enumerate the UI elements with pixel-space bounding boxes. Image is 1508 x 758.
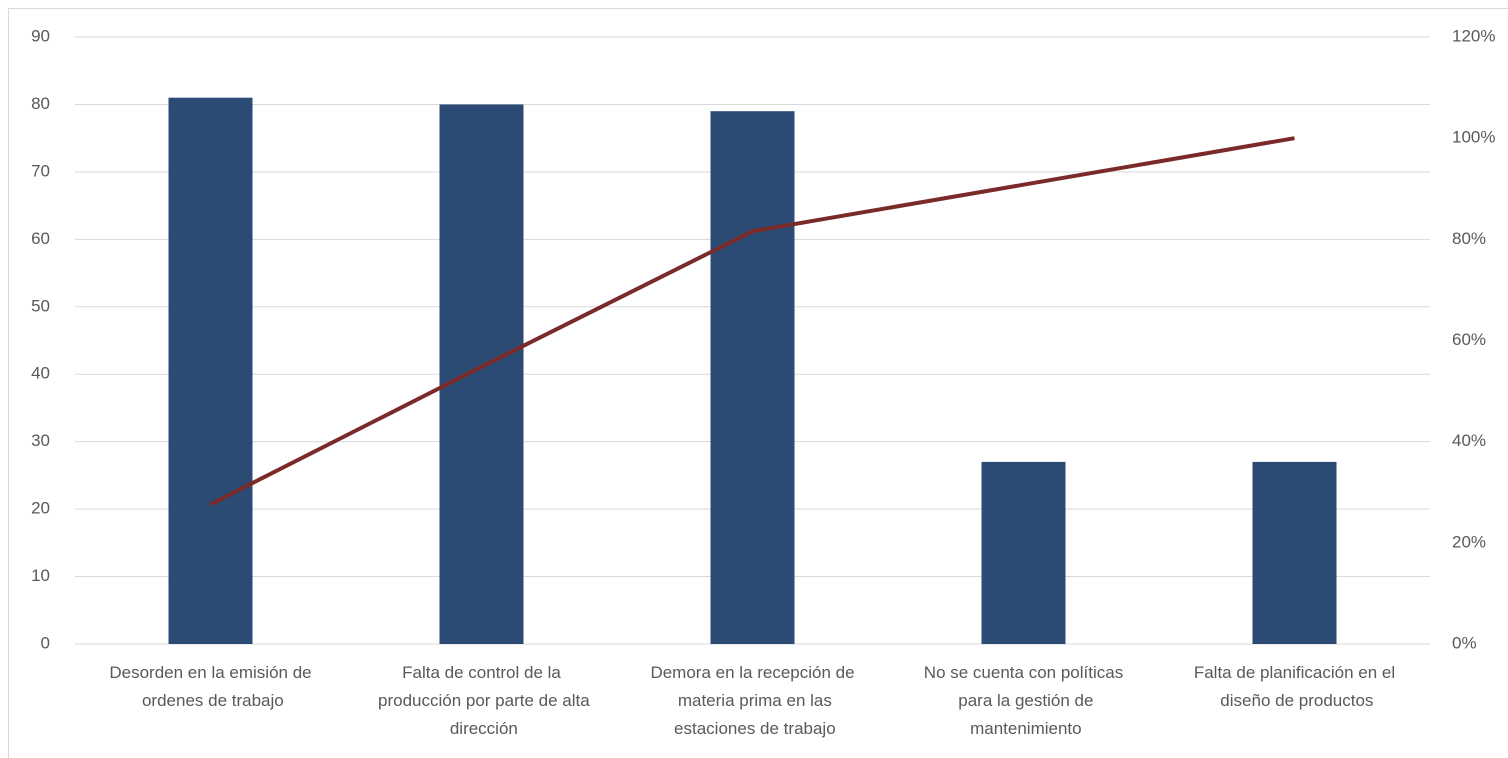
x-tick-label: Demora en la recepción de materia prima … [650,663,854,738]
y-tick-label: 0 [41,633,50,652]
y-tick-label: 50 [31,296,50,315]
y-tick-label: 40 [31,364,50,383]
bar [981,461,1066,644]
y-tick-label: 10 [31,566,50,585]
y-tick-label: 70 [31,161,50,180]
x-tick-label: Falta de control de la producción por pa… [373,663,590,738]
y-tick-label: 80 [31,94,50,113]
bar [439,104,524,644]
bar [710,111,795,644]
y2-tick-label: 80% [1452,229,1486,248]
y2-tick-label: 100% [1452,128,1495,147]
y2-tick-label: 120% [1452,26,1495,45]
chart-frame [8,8,1508,758]
cumulative-line [209,136,1295,507]
y-tick-label: 20 [31,499,50,518]
y-tick-label: 60 [31,229,50,248]
bar [168,97,253,644]
x-tick-label: Desorden en la emisión de ordenes de tra… [109,663,311,710]
bar [1252,461,1337,644]
y2-tick-label: 60% [1452,330,1486,349]
y2-tick-label: 40% [1452,431,1486,450]
y-tick-label: 30 [31,431,50,450]
x-tick-label: No se cuenta con políticas para la gesti… [924,663,1123,738]
y-tick-label: 90 [31,26,50,45]
x-tick-label: Falta de planificación en el diseño de p… [1194,663,1395,710]
y2-tick-label: 20% [1452,532,1486,551]
y2-tick-label: 0% [1452,633,1477,652]
